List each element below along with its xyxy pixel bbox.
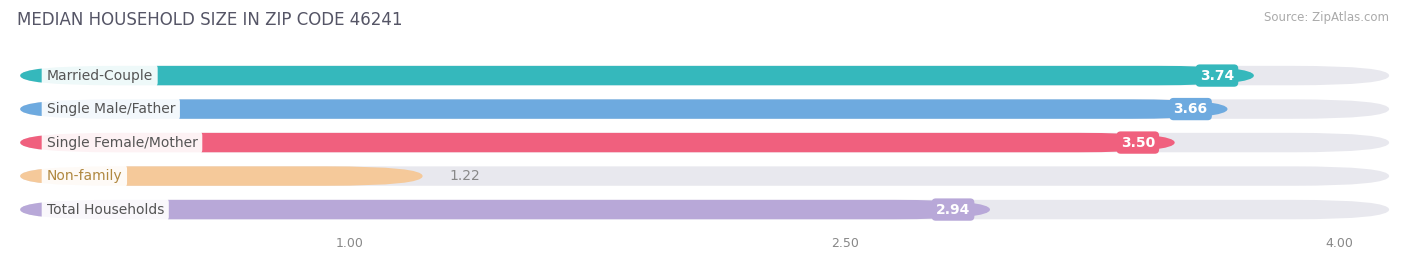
Text: 1.22: 1.22 xyxy=(449,169,479,183)
FancyBboxPatch shape xyxy=(20,200,990,219)
Text: Non-family: Non-family xyxy=(46,169,122,183)
FancyBboxPatch shape xyxy=(20,133,1174,152)
FancyBboxPatch shape xyxy=(20,166,423,186)
Text: MEDIAN HOUSEHOLD SIZE IN ZIP CODE 46241: MEDIAN HOUSEHOLD SIZE IN ZIP CODE 46241 xyxy=(17,11,402,29)
FancyBboxPatch shape xyxy=(20,66,1254,85)
Text: Married-Couple: Married-Couple xyxy=(46,69,153,83)
Text: Source: ZipAtlas.com: Source: ZipAtlas.com xyxy=(1264,11,1389,24)
Text: Single Female/Mother: Single Female/Mother xyxy=(46,136,197,150)
FancyBboxPatch shape xyxy=(20,99,1227,119)
FancyBboxPatch shape xyxy=(20,200,1389,219)
Text: 2.94: 2.94 xyxy=(936,203,970,217)
FancyBboxPatch shape xyxy=(20,99,1389,119)
Text: 3.74: 3.74 xyxy=(1199,69,1234,83)
FancyBboxPatch shape xyxy=(20,166,1389,186)
Text: Single Male/Father: Single Male/Father xyxy=(46,102,176,116)
Text: 3.50: 3.50 xyxy=(1121,136,1154,150)
FancyBboxPatch shape xyxy=(20,133,1389,152)
FancyBboxPatch shape xyxy=(20,66,1389,85)
Text: 3.66: 3.66 xyxy=(1174,102,1208,116)
Text: Total Households: Total Households xyxy=(46,203,165,217)
